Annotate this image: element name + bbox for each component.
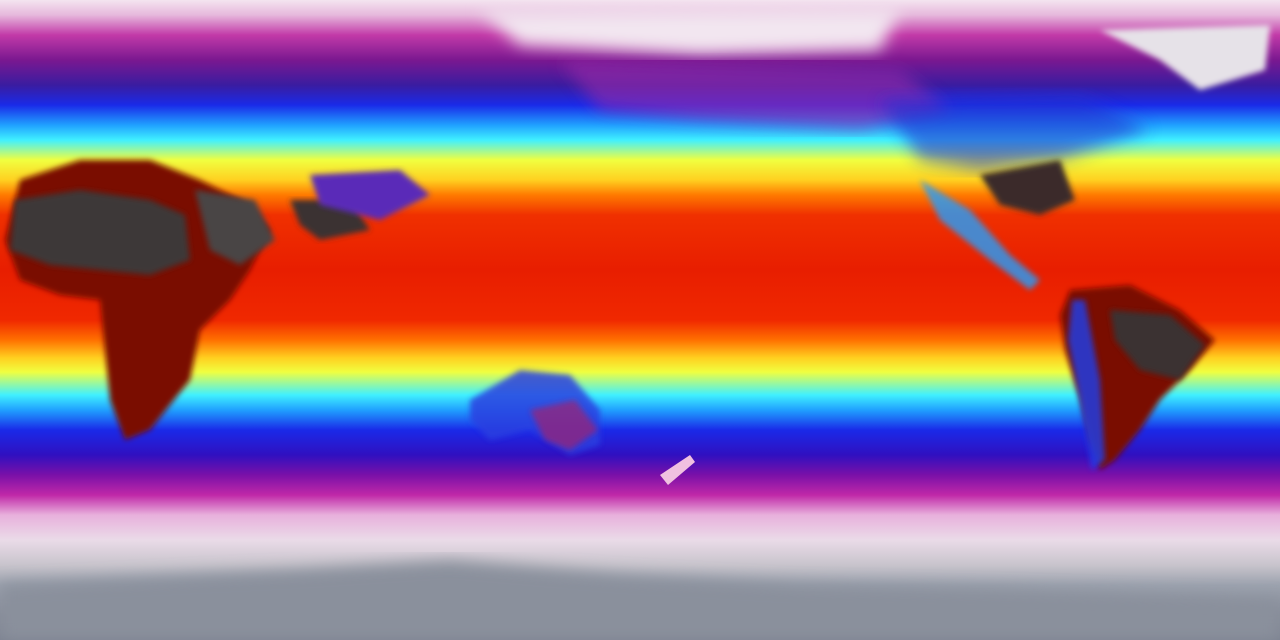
- amazon-basin: [1110, 310, 1205, 380]
- andes: [1068, 300, 1105, 470]
- sahara: [10, 190, 190, 275]
- north-america: [880, 95, 1150, 170]
- antarctica: [0, 560, 1280, 640]
- tibetan-plateau: [310, 170, 430, 220]
- eurasia-north: [560, 60, 950, 130]
- arabia: [195, 190, 275, 265]
- southwest-us-mexico: [980, 160, 1075, 215]
- australia-interior: [530, 400, 598, 450]
- arctic-ice: [480, 8, 900, 55]
- greenland: [1100, 25, 1270, 90]
- new-zealand: [660, 455, 695, 485]
- central-america: [920, 180, 1040, 290]
